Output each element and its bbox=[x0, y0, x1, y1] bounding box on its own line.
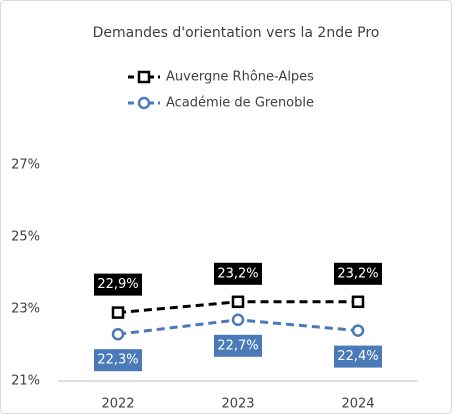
marker bbox=[231, 295, 245, 309]
x-tick-label: 2024 bbox=[341, 397, 374, 412]
marker bbox=[111, 306, 125, 319]
value-label: 23,2% bbox=[337, 266, 378, 281]
y-tick-label: 23% bbox=[11, 302, 40, 317]
value-label-box bbox=[94, 349, 142, 372]
y-tick-label: 25% bbox=[11, 230, 40, 245]
marker bbox=[137, 70, 151, 84]
value-label-box bbox=[334, 262, 382, 285]
marker bbox=[231, 313, 245, 327]
marker bbox=[111, 327, 125, 341]
value-label-box bbox=[94, 273, 142, 296]
value-label-box bbox=[214, 334, 262, 357]
x-tick-label: 2022 bbox=[101, 397, 134, 412]
value-label: 22,3% bbox=[97, 353, 138, 368]
value-label-box bbox=[214, 262, 262, 285]
legend-label: Académie de Grenoble bbox=[166, 96, 314, 111]
value-label-box bbox=[334, 345, 382, 368]
value-label: 22,9% bbox=[97, 277, 138, 292]
chart-title: Demandes d'orientation vers la 2nde Pro bbox=[93, 25, 380, 41]
marker bbox=[351, 295, 365, 309]
value-label: 23,2% bbox=[217, 266, 258, 281]
marker bbox=[137, 96, 151, 110]
y-tick-label: 27% bbox=[11, 158, 40, 173]
value-label: 22,4% bbox=[337, 349, 378, 364]
value-label: 22,7% bbox=[217, 338, 258, 353]
y-tick-label: 21% bbox=[11, 374, 40, 389]
marker bbox=[351, 324, 365, 337]
x-tick-label: 2023 bbox=[221, 397, 254, 412]
legend-label: Auvergne Rhône-Alpes bbox=[166, 70, 314, 85]
